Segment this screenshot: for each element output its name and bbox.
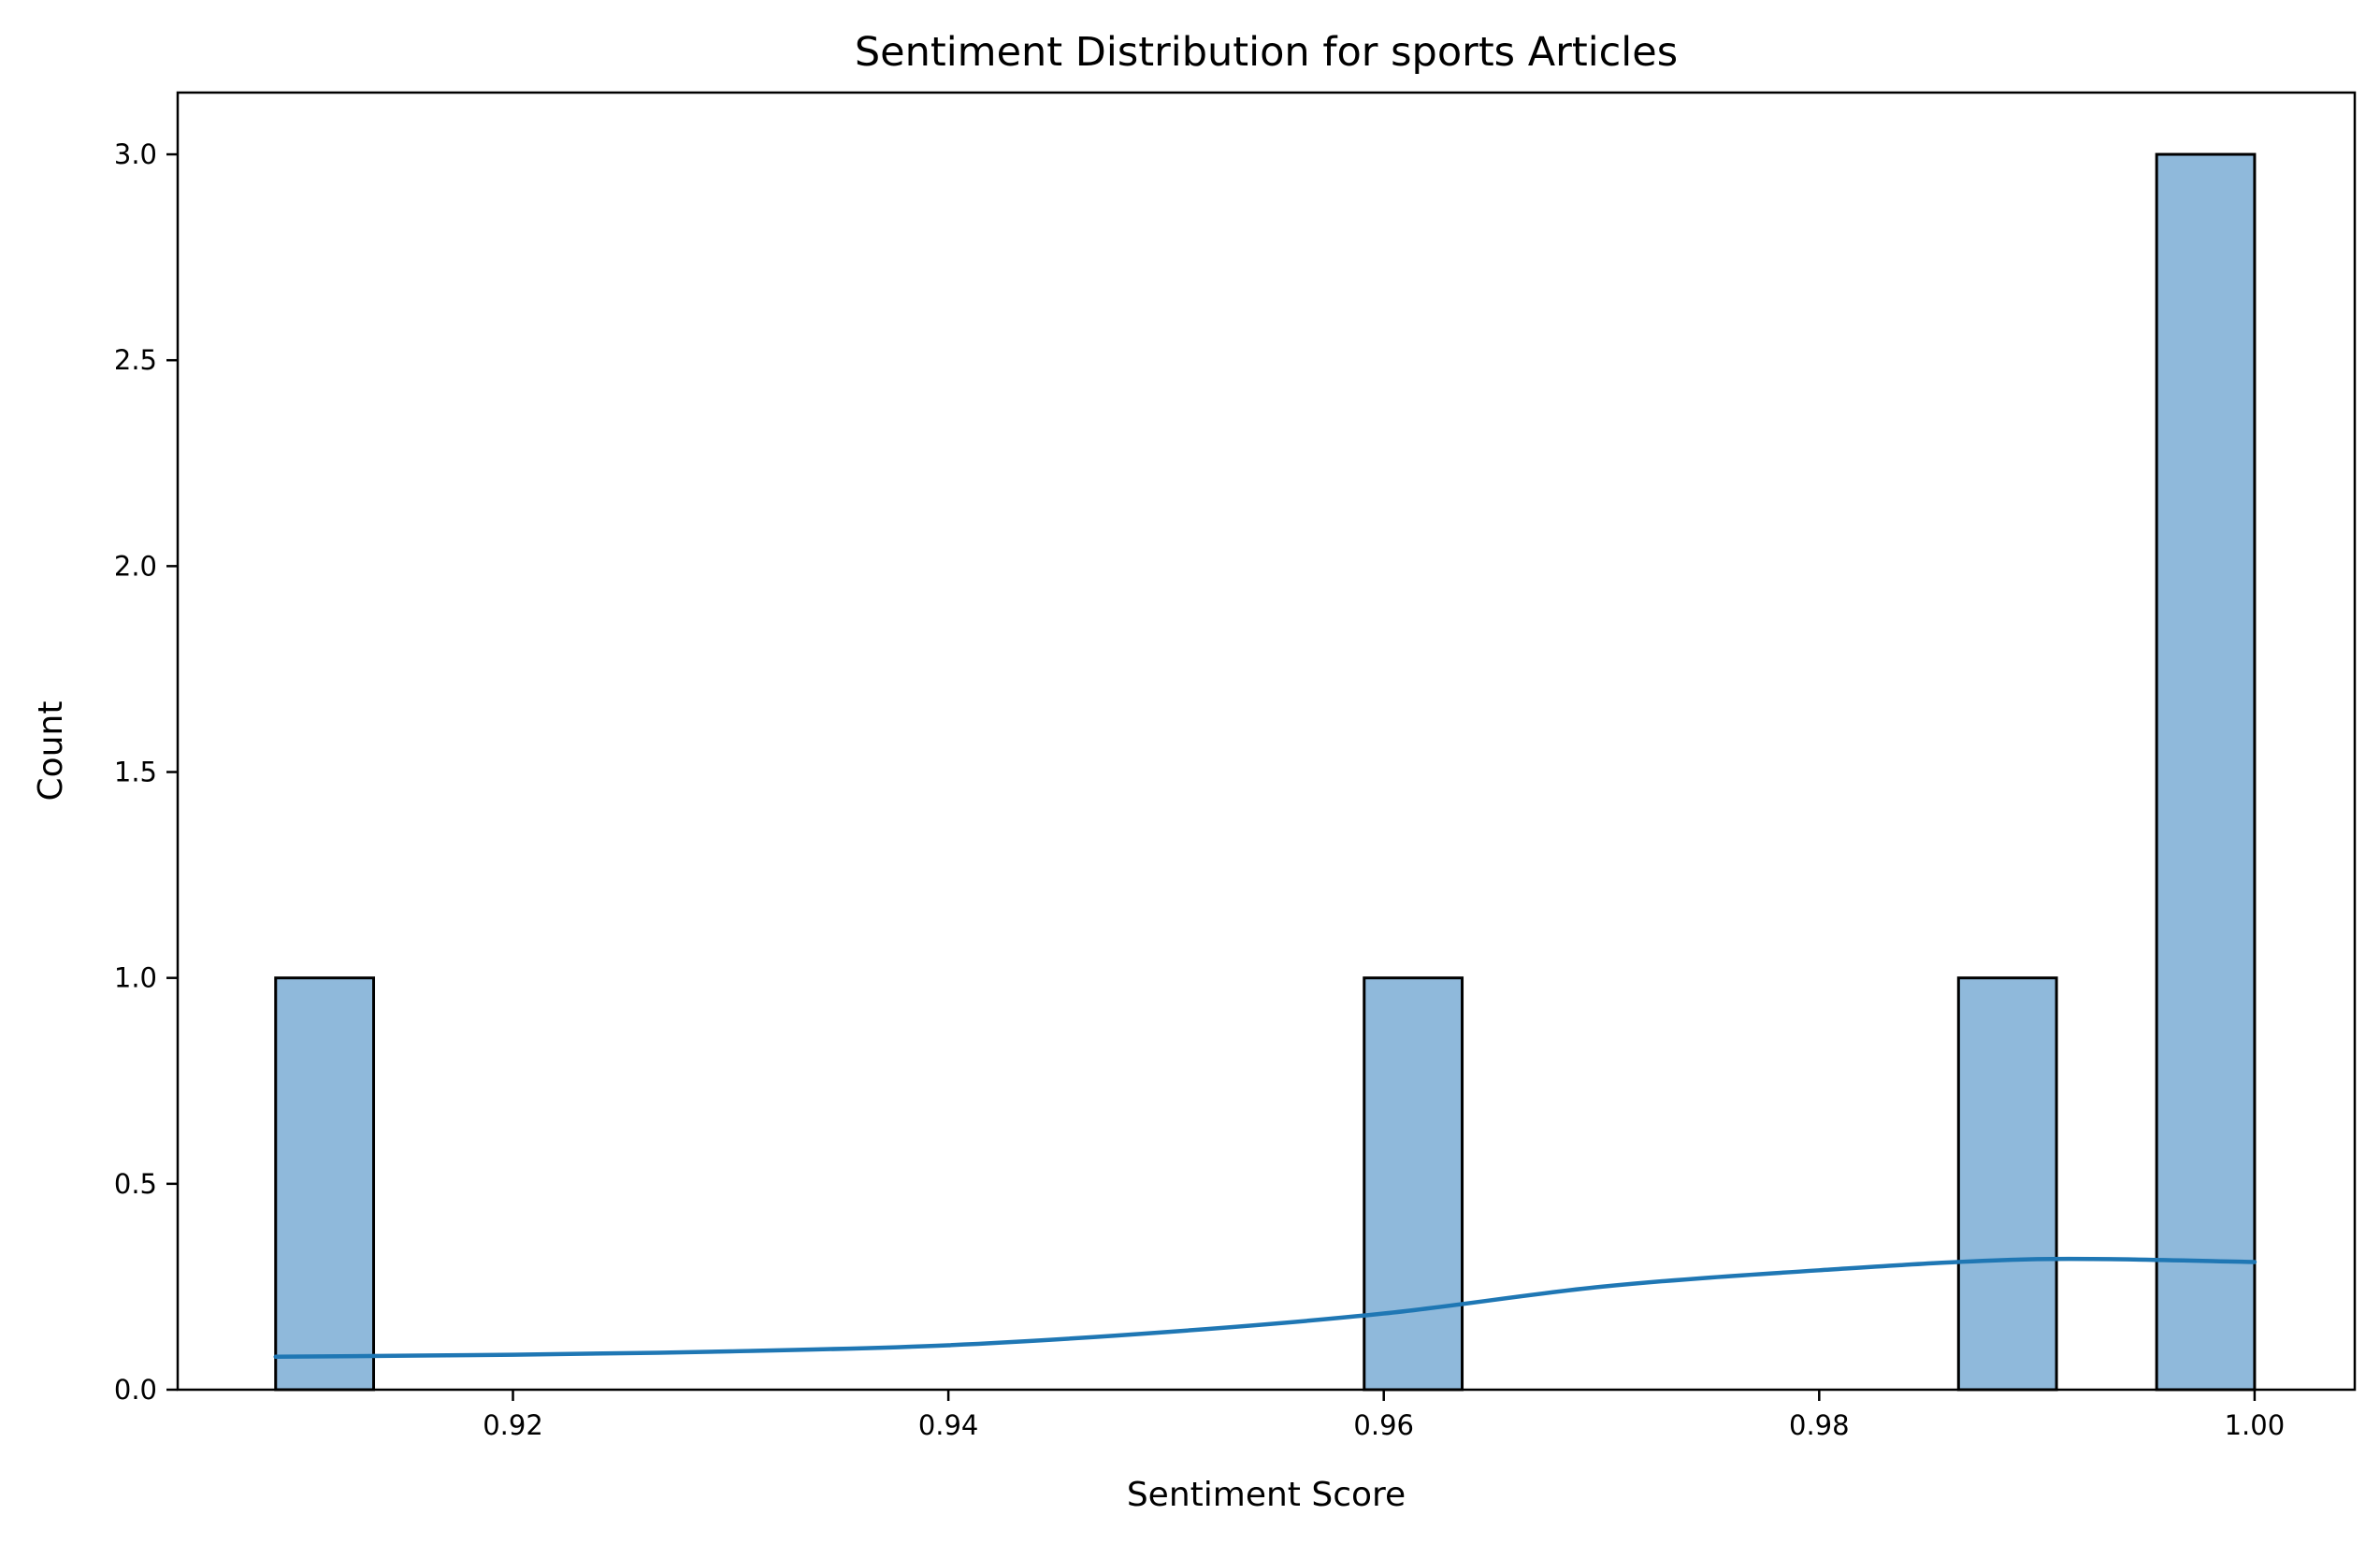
y-tick-label: 3.0: [114, 138, 157, 170]
histogram-bars: [274, 152, 2257, 1392]
plot-area-frame: [176, 91, 2357, 1392]
x-axis-title: Sentiment Score: [1127, 1476, 1406, 1514]
y-tick-label: 2.5: [114, 344, 157, 376]
y-axis-ticks: 0.0 0.5 1.0 1.5 2.0 2.5 3.0: [114, 138, 178, 1406]
kde-curve: [273, 1256, 2257, 1360]
y-tick-label: 1.5: [114, 757, 157, 788]
x-tick-label: 1.00: [2225, 1409, 2286, 1441]
y-tick-label: 2.0: [114, 550, 157, 582]
y-tick-label: 0.0: [114, 1374, 157, 1406]
histogram-bar-1: [1363, 976, 1464, 1392]
y-tick-label: 1.0: [114, 962, 157, 994]
y-tick-label: 0.5: [114, 1168, 157, 1200]
kde-curve-group: [273, 1256, 2257, 1360]
chart-title: Sentiment Distribution for sports Articl…: [855, 29, 1678, 76]
histogram-bar-2: [1956, 976, 2058, 1392]
x-tick-label: 0.98: [1789, 1409, 1850, 1441]
x-tick-label: 0.94: [918, 1409, 979, 1441]
y-axis-title: Count: [32, 701, 70, 801]
histogram-bar-0: [274, 976, 376, 1392]
histogram-bar-3: [2155, 152, 2257, 1392]
x-axis-ticks: 0.92 0.94 0.96 0.98 1.00: [483, 1390, 2285, 1441]
x-tick-label: 0.96: [1353, 1409, 1414, 1441]
x-tick-label: 0.92: [483, 1409, 543, 1441]
